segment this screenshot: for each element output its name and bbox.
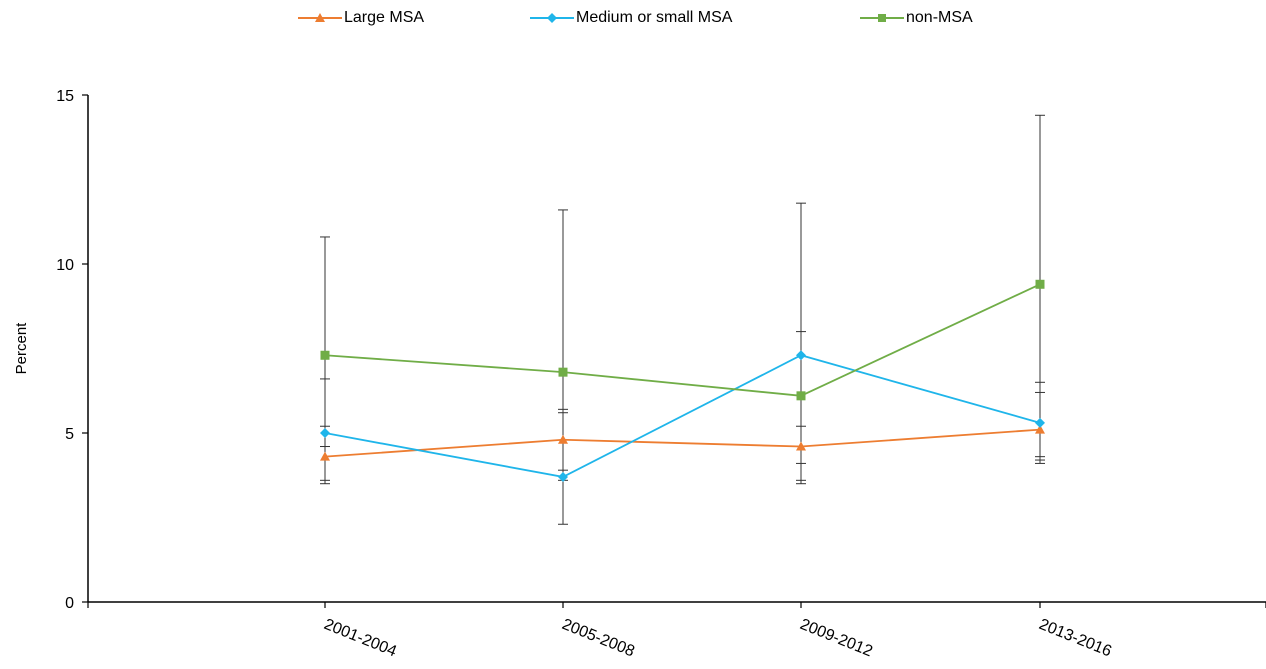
series-line-2 [324, 283, 1041, 397]
data-point-diamond [558, 471, 568, 482]
data-point-square [796, 391, 806, 401]
data-point-triangle [796, 441, 806, 451]
series-line-0 [324, 428, 1041, 458]
legend-item-medium-small-msa[interactable]: Medium or small MSA [530, 6, 732, 30]
x-category-label: 2013-2016 [1037, 616, 1114, 660]
chart-axes [82, 94, 1266, 608]
data-point-diamond [320, 428, 330, 438]
data-point-triangle [558, 434, 568, 444]
series-markers [320, 279, 1045, 482]
data-point-square [558, 367, 568, 377]
chart-legend: Large MSA Medium or small MSA non-MSA [0, 6, 1266, 30]
data-point-diamond [1035, 417, 1045, 428]
y-axis-title: Percent [13, 322, 30, 375]
legend-label: Medium or small MSA [576, 9, 733, 26]
legend-swatch-triangle-icon [298, 13, 342, 22]
y-tick-label: 0 [65, 595, 74, 612]
x-category-label: 2001-2004 [322, 616, 399, 660]
series-line-1 [324, 354, 1041, 478]
y-tick-label: 15 [56, 88, 74, 105]
legend-item-large-msa[interactable]: Large MSA [298, 6, 424, 30]
x-category-label: 2005-2008 [560, 616, 637, 660]
data-point-square [320, 350, 330, 360]
legend-label: non-MSA [906, 9, 973, 26]
y-tick-label: 10 [56, 257, 74, 274]
data-point-diamond [796, 350, 806, 361]
x-category-label: 2009-2012 [798, 616, 875, 660]
data-point-triangle [320, 451, 330, 461]
data-point-triangle [1035, 424, 1045, 434]
data-point-square [1035, 279, 1045, 289]
error-bars [320, 114, 1045, 525]
legend-item-non-msa[interactable]: non-MSA [860, 6, 973, 30]
y-tick-label: 5 [65, 426, 74, 443]
legend-label: Large MSA [344, 9, 425, 26]
legend-swatch-square-icon [860, 14, 904, 22]
legend-swatch-diamond-icon [530, 13, 574, 23]
series-lines [324, 283, 1041, 478]
